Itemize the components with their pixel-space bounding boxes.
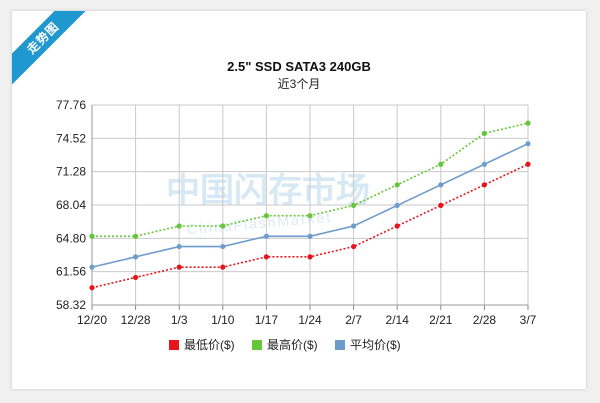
- series-0: [89, 161, 531, 291]
- data-point: [481, 182, 487, 188]
- y-tick-label: 61.56: [56, 265, 86, 279]
- data-point: [351, 243, 357, 250]
- series-1: [89, 120, 531, 239]
- grid: [91, 104, 529, 306]
- legend: 最低价($) 最高价($) 平均价($): [169, 337, 401, 352]
- legend-label: 最低价($): [184, 338, 235, 352]
- y-tick-label: 58.32: [56, 298, 86, 312]
- legend-swatch: [169, 340, 179, 350]
- x-tick-label: 2/28: [473, 313, 497, 327]
- data-point: [438, 202, 444, 209]
- y-tick-label: 68.04: [56, 198, 86, 212]
- data-point: [133, 233, 139, 239]
- data-point: [133, 254, 139, 260]
- y-tick-label: 64.80: [56, 231, 86, 245]
- data-point: [525, 141, 531, 147]
- series-2: [89, 141, 531, 270]
- x-tick-label: 2/14: [386, 313, 410, 327]
- legend-label: 平均价($): [350, 338, 401, 352]
- data-point: [133, 274, 139, 281]
- data-point: [481, 130, 487, 136]
- legend-label: 最高价($): [267, 337, 318, 352]
- chart-card: 走势图 中国闪存市场 ChinaFlashMarket 2.5" SSD SAT…: [12, 11, 586, 389]
- axes: 58.32 61.56 64.80 68.04 71.28 74.52 77.76 12/20…: [56, 98, 537, 327]
- y-tick-label: 77.76: [56, 98, 86, 112]
- x-tick-label: 12/20: [77, 313, 107, 327]
- data-point: [89, 233, 95, 239]
- x-tick-label: 2/21: [429, 313, 453, 327]
- data-point: [438, 161, 444, 167]
- data-point: [525, 161, 531, 167]
- data-point: [176, 264, 182, 270]
- data-point: [263, 233, 269, 239]
- data-point: [89, 264, 95, 270]
- chart-title: 2.5" SSD SATA3 240GB: [227, 59, 371, 74]
- data-point: [220, 223, 226, 229]
- chart-subtitle: 近3个月: [278, 77, 321, 91]
- data-point: [394, 223, 400, 229]
- x-tick-label: 1/3: [171, 313, 188, 327]
- data-point: [481, 161, 487, 167]
- data-point: [351, 202, 357, 209]
- x-tick-label: 1/17: [255, 313, 279, 327]
- data-point: [351, 223, 357, 229]
- data-point: [307, 233, 313, 239]
- x-tick-label: 3/7: [520, 313, 537, 327]
- data-point: [220, 264, 226, 270]
- data-point: [394, 182, 400, 188]
- data-point: [263, 254, 269, 260]
- y-tick-label: 74.52: [56, 131, 86, 145]
- x-tick-label: 2/7: [345, 313, 362, 327]
- legend-swatch: [335, 340, 345, 350]
- data-point: [89, 285, 95, 291]
- data-point: [176, 243, 182, 250]
- watermark: 中国闪存市场 ChinaFlashMarket: [166, 171, 370, 237]
- data-point: [307, 254, 313, 260]
- series-group: [89, 120, 531, 291]
- x-tick-label: 1/10: [211, 313, 235, 327]
- x-tick-label: 1/24: [298, 313, 322, 327]
- legend-swatch: [252, 340, 262, 350]
- data-point: [438, 182, 444, 188]
- watermark-en: ChinaFlashMarket: [186, 209, 332, 238]
- x-tick-label: 12/28: [121, 313, 151, 327]
- data-point: [263, 213, 269, 219]
- data-point: [307, 213, 313, 219]
- line-chart: 中国闪存市场 ChinaFlashMarket 2.5" SSD SATA3 2…: [56, 59, 537, 352]
- data-point: [394, 202, 400, 209]
- y-tick-label: 71.28: [56, 165, 86, 179]
- data-point: [525, 120, 531, 126]
- watermark-cn: 中国闪存市场: [166, 171, 370, 210]
- data-point: [220, 243, 226, 250]
- data-point: [176, 223, 182, 229]
